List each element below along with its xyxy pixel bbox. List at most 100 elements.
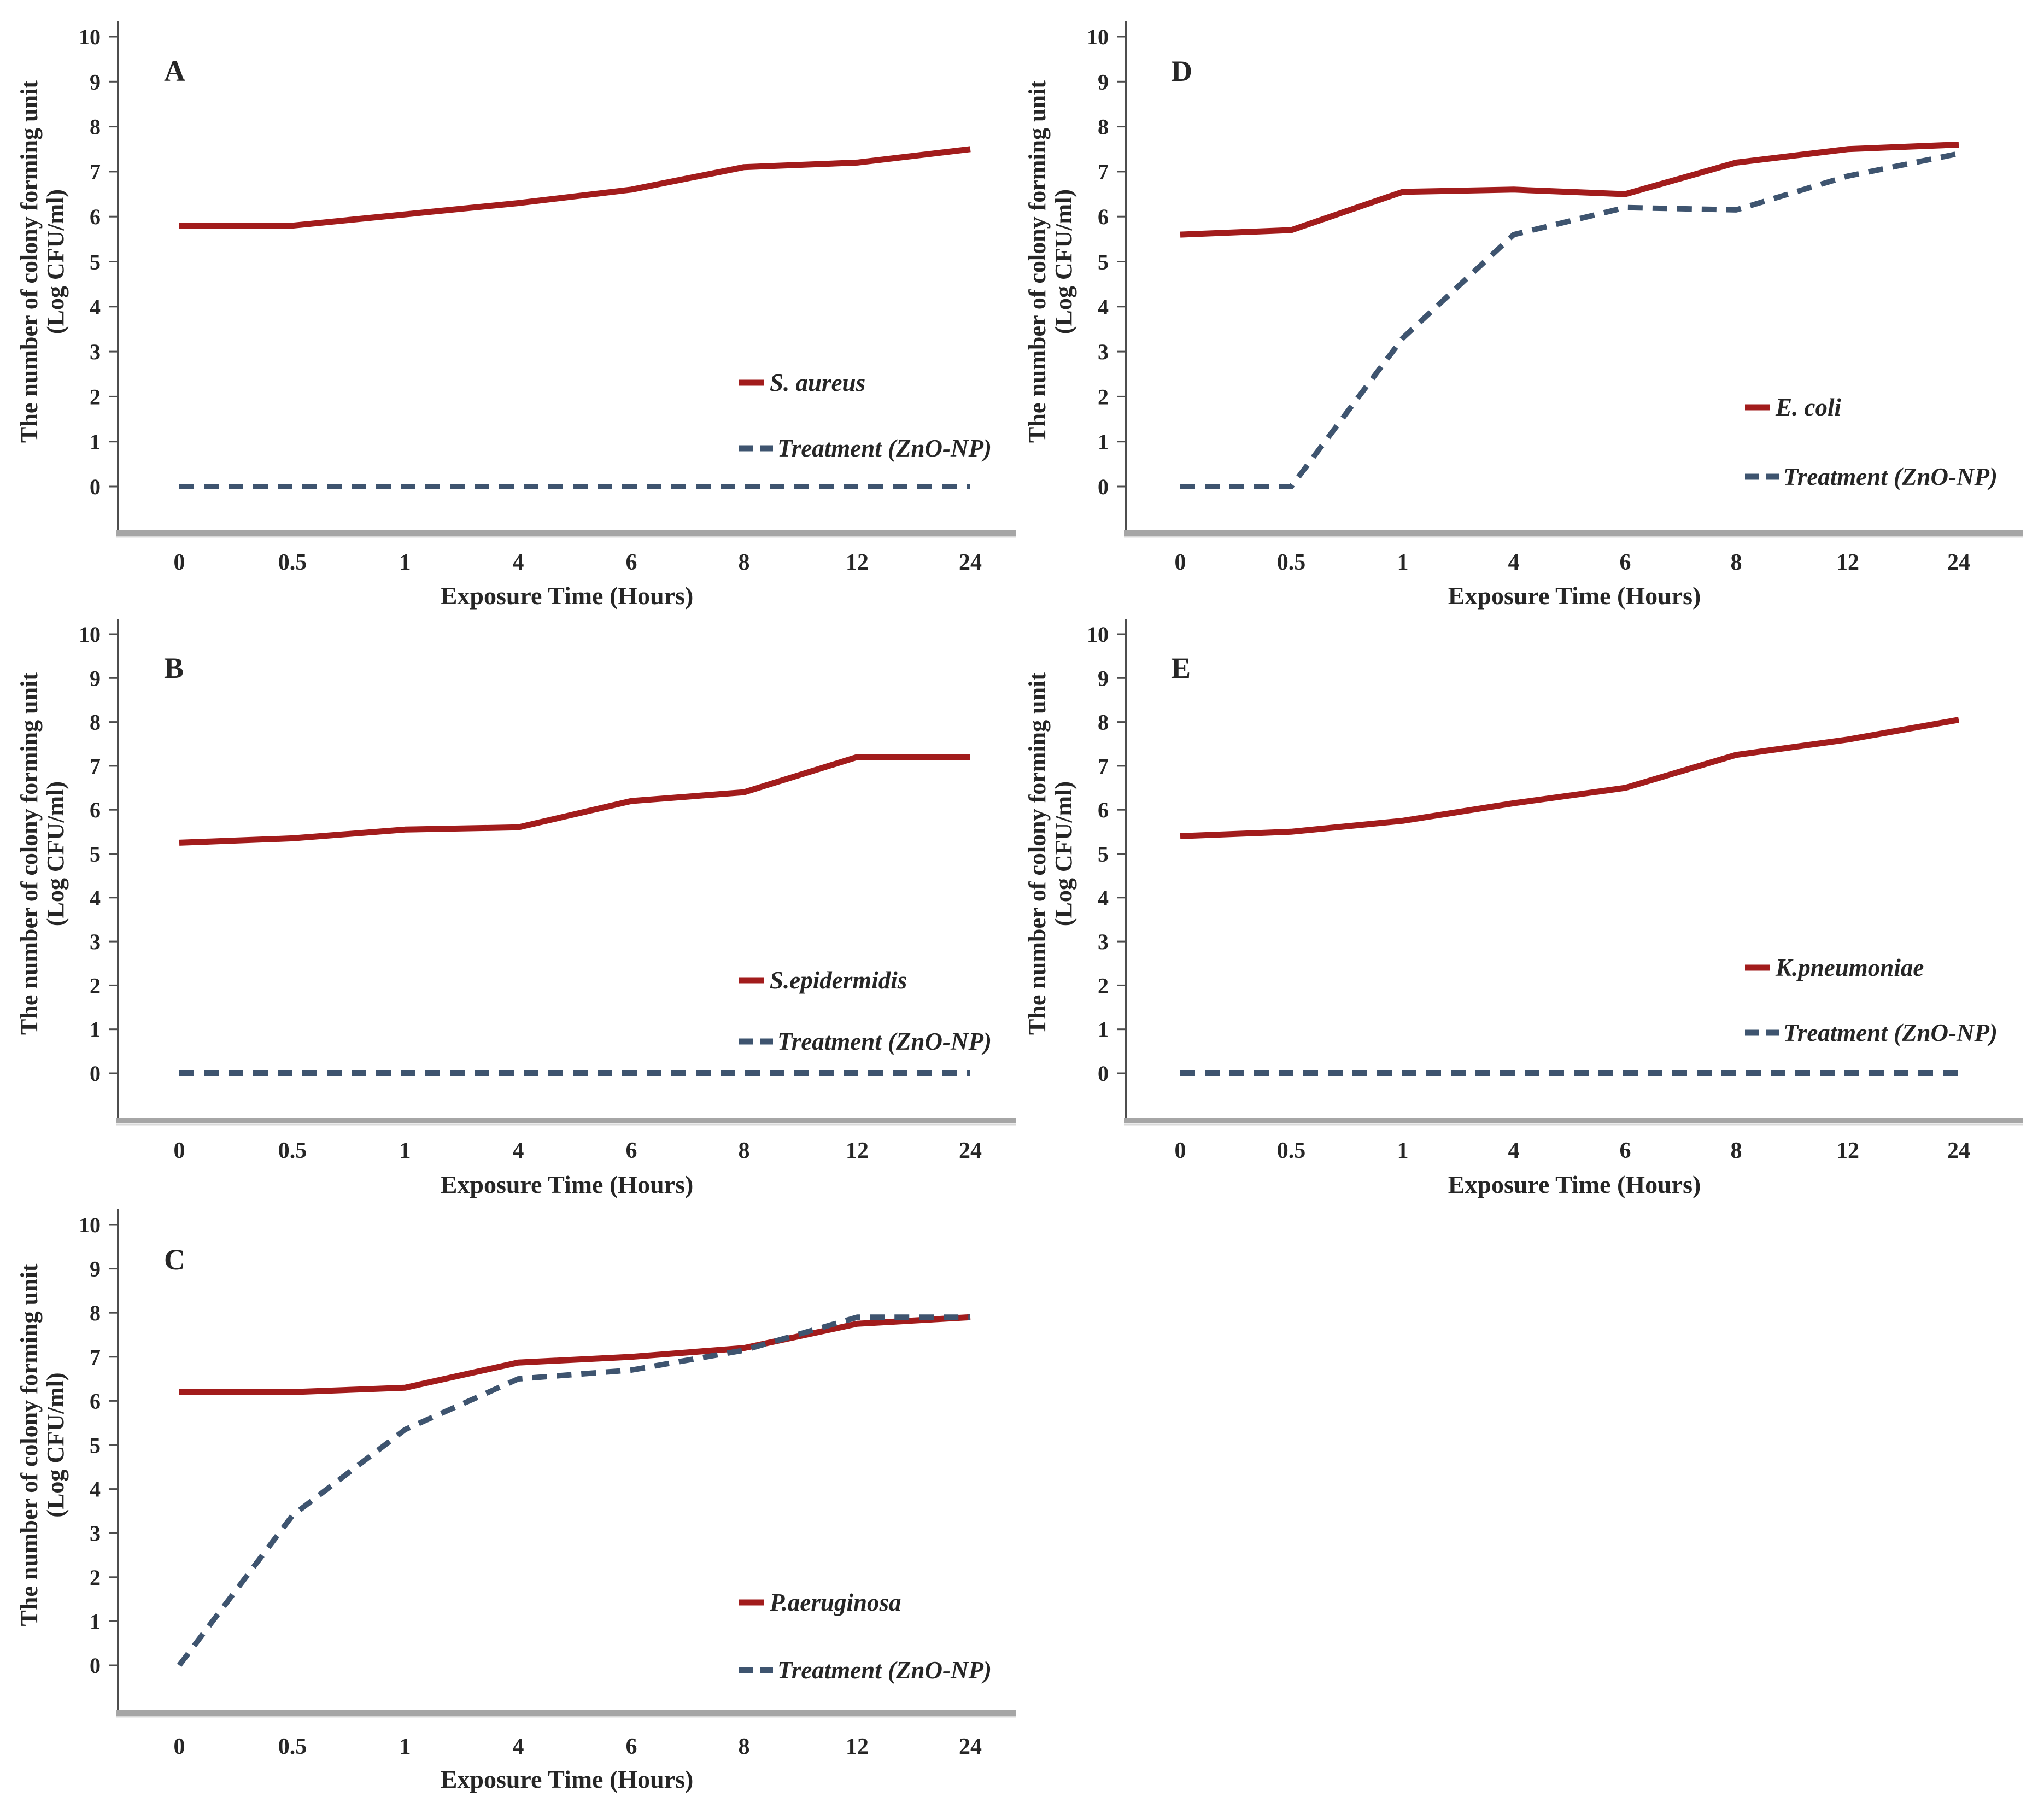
x-tick-label-A: 8 bbox=[739, 550, 750, 575]
y-tick-label-C: 6 bbox=[90, 1389, 101, 1413]
panel-letter-E: E bbox=[1171, 652, 1191, 684]
x-tick-label-B: 6 bbox=[626, 1138, 637, 1163]
y-tick-label-A: 8 bbox=[90, 115, 101, 139]
y-tick-label-A: 2 bbox=[90, 384, 101, 409]
x-tick-label-B: 0 bbox=[174, 1138, 185, 1163]
x-tick-label-D: 4 bbox=[1508, 550, 1520, 575]
y-tick-label-B: 3 bbox=[90, 929, 101, 954]
legend-label-control-A: S. aureus bbox=[770, 369, 865, 396]
y-tick-label-E: 4 bbox=[1098, 886, 1109, 910]
x-tick-label-A: 24 bbox=[959, 550, 982, 575]
y-tick-label-E: 2 bbox=[1098, 973, 1109, 998]
x-tick-label-B: 4 bbox=[513, 1138, 524, 1163]
legend-label-control-D: E. coli bbox=[1775, 394, 1841, 421]
series-line-control-A bbox=[179, 146, 971, 229]
x-tick-label-A: 1 bbox=[400, 550, 411, 575]
x-tick-label-A: 4 bbox=[513, 550, 524, 575]
x-tick-label-A: 0 bbox=[174, 550, 185, 575]
series-line-control-E bbox=[1180, 717, 1959, 839]
y-tick-label-B: 4 bbox=[90, 886, 101, 910]
legend-label-control-E: K.pneumoniae bbox=[1775, 954, 1924, 981]
y-tick-label-C: 3 bbox=[90, 1521, 101, 1546]
y-tick-label-C: 0 bbox=[90, 1653, 101, 1678]
x-tick-label-C: 24 bbox=[959, 1734, 982, 1759]
x-tick-label-C: 0.5 bbox=[278, 1734, 307, 1759]
y-tick-label-A: 6 bbox=[90, 204, 101, 229]
y-tick-label-D: 7 bbox=[1098, 160, 1109, 184]
series-line-control-B bbox=[179, 754, 970, 846]
y-axis-title-line1-A: The number of colony forming unit bbox=[16, 80, 43, 443]
legend-label-treatment-A: Treatment (ZnO-NP) bbox=[777, 435, 992, 462]
y-tick-label-D: 3 bbox=[1098, 340, 1109, 364]
x-axis-title-B: Exposure Time (Hours) bbox=[441, 1171, 694, 1198]
y-tick-label-E: 0 bbox=[1098, 1061, 1109, 1086]
x-tick-label-E: 8 bbox=[1731, 1138, 1742, 1163]
series-line-treatment-C bbox=[177, 1314, 970, 1667]
y-tick-label-D: 5 bbox=[1098, 250, 1109, 274]
y-tick-label-A: 7 bbox=[90, 160, 101, 184]
y-tick-label-C: 5 bbox=[90, 1433, 101, 1458]
legend-label-treatment-E: Treatment (ZnO-NP) bbox=[1783, 1019, 1998, 1046]
x-tick-label-B: 24 bbox=[959, 1138, 982, 1163]
panel-letter-C: C bbox=[164, 1243, 185, 1276]
y-axis-title-line1-B: The number of colony forming unit bbox=[16, 672, 43, 1035]
y-tick-label-C: 2 bbox=[90, 1565, 101, 1590]
y-axis-title-line1-E: The number of colony forming unit bbox=[1024, 672, 1051, 1035]
x-tick-label-E: 12 bbox=[1836, 1138, 1859, 1163]
x-tick-label-B: 8 bbox=[739, 1138, 750, 1163]
y-tick-label-E: 10 bbox=[1087, 622, 1109, 647]
y-tick-label-D: 9 bbox=[1098, 69, 1109, 94]
x-tick-label-E: 6 bbox=[1620, 1138, 1631, 1163]
y-tick-label-B: 0 bbox=[90, 1061, 101, 1086]
panel-letter-A: A bbox=[164, 55, 185, 87]
panel-letter-B: B bbox=[164, 652, 184, 684]
y-tick-label-A: 9 bbox=[90, 69, 101, 94]
x-tick-label-C: 6 bbox=[626, 1734, 637, 1759]
series-line-control-C bbox=[179, 1314, 971, 1395]
y-tick-label-A: 3 bbox=[90, 340, 101, 364]
x-tick-label-A: 12 bbox=[846, 550, 869, 575]
x-tick-label-D: 24 bbox=[1947, 550, 1970, 575]
y-tick-label-B: 7 bbox=[90, 754, 101, 779]
series-line-control-D bbox=[1180, 142, 1959, 238]
x-tick-label-E: 0 bbox=[1175, 1138, 1186, 1163]
legend-label-treatment-C: Treatment (ZnO-NP) bbox=[777, 1657, 992, 1684]
y-tick-label-C: 10 bbox=[79, 1213, 101, 1237]
x-tick-label-A: 0.5 bbox=[278, 550, 307, 575]
y-tick-label-A: 10 bbox=[79, 25, 101, 49]
x-tick-label-E: 0.5 bbox=[1277, 1138, 1306, 1163]
y-axis-title-line2-E: (Log CFU/ml) bbox=[1050, 781, 1077, 926]
y-axis-title-line2-C: (Log CFU/ml) bbox=[42, 1372, 69, 1517]
y-tick-label-D: 1 bbox=[1098, 430, 1109, 454]
x-axis-title-E: Exposure Time (Hours) bbox=[1448, 1171, 1701, 1198]
y-tick-label-B: 1 bbox=[90, 1017, 101, 1042]
x-axis-title-D: Exposure Time (Hours) bbox=[1448, 582, 1701, 610]
y-tick-label-B: 10 bbox=[79, 622, 101, 647]
y-axis-title-line1-D: The number of colony forming unit bbox=[1024, 80, 1051, 443]
legend-label-treatment-D: Treatment (ZnO-NP) bbox=[1783, 463, 1998, 490]
y-tick-label-E: 5 bbox=[1098, 842, 1109, 867]
y-tick-label-B: 2 bbox=[90, 973, 101, 998]
x-tick-label-E: 24 bbox=[1947, 1138, 1970, 1163]
x-tick-label-C: 12 bbox=[846, 1734, 869, 1759]
y-tick-label-E: 1 bbox=[1098, 1017, 1109, 1042]
series-line-treatment-D bbox=[1180, 151, 1959, 489]
y-axis-title-line2-B: (Log CFU/ml) bbox=[42, 781, 69, 926]
y-tick-label-B: 5 bbox=[90, 842, 101, 867]
x-tick-label-C: 4 bbox=[513, 1734, 524, 1759]
y-tick-label-D: 2 bbox=[1098, 384, 1109, 409]
x-axis-title-C: Exposure Time (Hours) bbox=[441, 1765, 694, 1793]
y-axis-title-line2-D: (Log CFU/ml) bbox=[1050, 189, 1077, 334]
x-tick-label-D: 0.5 bbox=[1277, 550, 1306, 575]
x-tick-label-D: 0 bbox=[1175, 550, 1186, 575]
x-axis-title-A: Exposure Time (Hours) bbox=[441, 582, 694, 610]
y-tick-label-D: 4 bbox=[1098, 295, 1109, 319]
y-tick-label-D: 0 bbox=[1098, 475, 1109, 499]
y-tick-label-B: 6 bbox=[90, 798, 101, 822]
y-tick-label-C: 4 bbox=[90, 1477, 101, 1502]
x-tick-label-B: 1 bbox=[400, 1138, 411, 1163]
x-tick-label-D: 8 bbox=[1731, 550, 1742, 575]
legend-label-control-C: P.aeruginosa bbox=[769, 1589, 901, 1616]
x-tick-label-B: 12 bbox=[846, 1138, 869, 1163]
